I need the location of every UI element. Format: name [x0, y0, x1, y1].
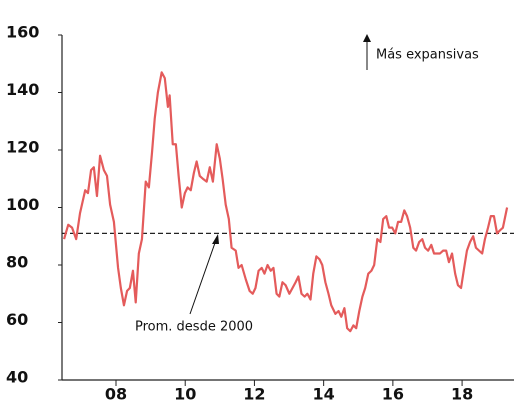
y-tick-label: 40	[6, 368, 28, 387]
data-line	[63, 71, 509, 333]
y-tick-label: 140	[6, 80, 39, 99]
x-tick-label: 12	[243, 385, 265, 404]
y-tick-label: 100	[6, 195, 39, 214]
x-tick-label: 16	[382, 385, 404, 404]
annotation: Prom. desde 2000	[135, 320, 253, 335]
x-tick-label: 10	[174, 385, 196, 404]
y-tick-label: 160	[6, 23, 39, 42]
arrow-head	[212, 234, 219, 244]
annotation-arrow	[189, 239, 217, 315]
x-tick-label: 18	[451, 385, 473, 404]
annotation: Más expansivas	[376, 48, 479, 63]
x-tick-label: 08	[105, 385, 127, 404]
x-tick-label: 14	[313, 385, 335, 404]
y-tick-label: 80	[6, 253, 28, 272]
arrow-head	[363, 34, 371, 42]
y-tick-label: 120	[6, 138, 39, 157]
y-tick-label: 60	[6, 310, 28, 329]
